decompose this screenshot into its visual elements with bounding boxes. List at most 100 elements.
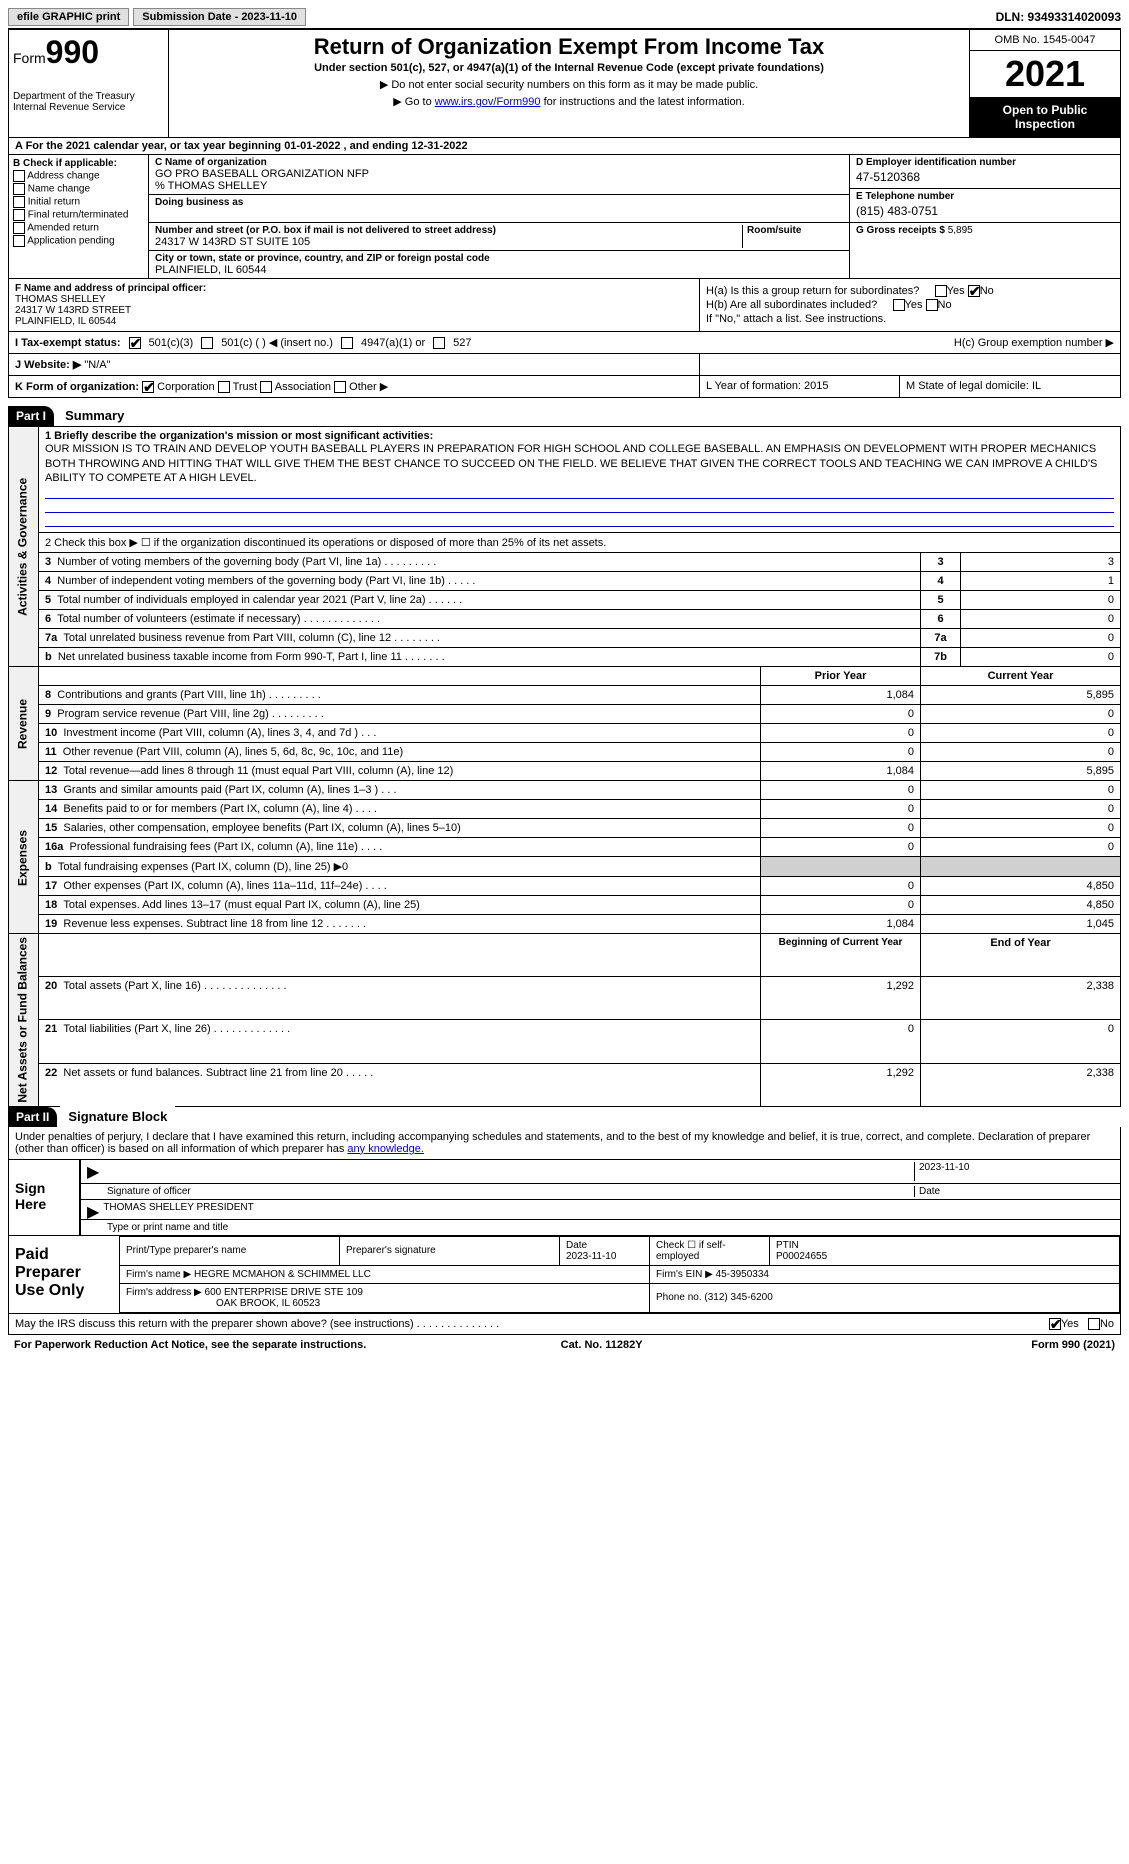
knowledge-link[interactable]: any knowledge. [347,1143,423,1155]
arrow-icon-2: ▶ [87,1202,99,1217]
arrow-icon: ▶ [87,1162,99,1181]
tax-year: 2021 [970,51,1120,97]
side-revenue: Revenue [9,667,39,781]
chk-initial: Initial return [13,196,144,208]
tax-status-label: I Tax-exempt status: [15,337,121,349]
discuss-q: May the IRS discuss this return with the… [15,1318,499,1330]
firm-ein-label: Firm's EIN ▶ [656,1269,713,1280]
footer-right: Form 990 (2021) [1031,1339,1115,1351]
city-label: City or town, state or province, country… [155,253,843,264]
dba-val [155,208,843,220]
sig-officer-label: Signature of officer [87,1186,914,1197]
firm-name: HEGRE MCMAHON & SCHIMMEL LLC [194,1269,371,1280]
note2-pre: ▶ Go to [393,96,434,108]
form-title: Return of Organization Exempt From Incom… [173,34,965,60]
col-b-title: B Check if applicable: [13,158,144,169]
gov-row-3: 3 Number of voting members of the govern… [9,553,1121,572]
end-year-hdr: End of Year [921,934,1121,977]
submission-date-button[interactable]: Submission Date - 2023-11-10 [133,8,306,26]
ha-yes[interactable] [935,285,947,297]
phone-label: E Telephone number [856,191,1114,202]
irs-link[interactable]: www.irs.gov/Form990 [435,96,541,108]
signer-name-label: Type or print name and title [87,1222,228,1233]
chk-501c[interactable] [201,337,213,349]
chk-assoc[interactable] [260,381,272,393]
header-mid: Return of Organization Exempt From Incom… [169,30,970,137]
part2-hdr: Part II [8,1107,57,1127]
sign-block: Sign Here ▶ 2023-11-10 Signature of offi… [8,1160,1121,1236]
line1-label: 1 Briefly describe the organization's mi… [45,430,1114,442]
year-formation: L Year of formation: 2015 [700,376,900,397]
chk-other[interactable] [334,381,346,393]
net-row-22: 22 Net assets or fund balances. Subtract… [9,1063,1121,1106]
chk-corp[interactable] [142,381,154,393]
exp-row-15: 15 Salaries, other compensation, employe… [9,819,1121,838]
chk-pending: Application pending [13,235,144,247]
row-j: J Website: ▶ "N/A" [8,354,1121,376]
org-name-label: C Name of organization [155,157,843,168]
chk-name: Name change [13,183,144,195]
officer-name: THOMAS SHELLEY [15,294,693,305]
exp-row-16a: 16a Professional fundraising fees (Part … [9,838,1121,857]
org-name: GO PRO BASEBALL ORGANIZATION NFP [155,168,843,180]
exp-row-14: 14 Benefits paid to or for members (Part… [9,800,1121,819]
mission-ul1 [45,487,1114,499]
form-prefix: Form [13,50,46,66]
chk-trust[interactable] [218,381,230,393]
gov-row-6: 6 Total number of volunteers (estimate i… [9,610,1121,629]
part1-hdr: Part I [8,406,54,426]
firm-ein: 45-3950334 [716,1269,769,1280]
form-org-label: K Form of organization: [15,381,139,393]
ha-no[interactable] [968,285,980,297]
header: Form990 Department of the Treasury Inter… [8,29,1121,138]
website-val: "N/A" [84,359,110,371]
officer-addr1: 24317 W 143RD STREET [15,305,693,316]
discuss-no[interactable] [1088,1318,1100,1330]
current-year-hdr: Current Year [921,667,1121,686]
firm-phone: (312) 345-6200 [704,1292,772,1303]
preparer-block: Paid Preparer Use Only Print/Type prepar… [8,1236,1121,1314]
col-d: D Employer identification number 47-5120… [850,155,1120,278]
sig-declaration: Under penalties of perjury, I declare th… [8,1127,1121,1160]
chk-527[interactable] [433,337,445,349]
prep-h1: Print/Type preparer's name [120,1236,340,1265]
section-f: F Name and address of principal officer:… [8,279,1121,332]
hb-yes[interactable] [893,299,905,311]
dln-label: DLN: 93493314020093 [996,10,1121,24]
irs-label: Internal Revenue Service [13,102,164,113]
firm-label: Firm's name ▶ [126,1269,191,1280]
form-note1: ▶ Do not enter social security numbers o… [173,78,965,91]
mission-text: OUR MISSION IS TO TRAIN AND DEVELOP YOUT… [45,442,1114,485]
sign-date: 2023-11-10 [914,1162,1114,1181]
col-c: C Name of organization GO PRO BASEBALL O… [149,155,850,278]
firm-addr2: OAK BROOK, IL 60523 [126,1298,320,1309]
phone-val: (815) 483-0751 [856,202,1114,220]
side-netassets: Net Assets or Fund Balances [9,934,39,1107]
city-val: PLAINFIELD, IL 60544 [155,264,843,276]
col-h: H(a) Is this a group return for subordin… [700,279,1120,331]
ein-label: D Employer identification number [856,157,1114,168]
hc-label: H(c) Group exemption number ▶ [954,336,1114,349]
sign-date-label: Date [914,1186,1114,1197]
exp-row-18: 18 Total expenses. Add lines 13–17 (must… [9,896,1121,915]
gov-row-5: 5 Total number of individuals employed i… [9,591,1121,610]
chk-501c3[interactable] [129,337,141,349]
side-expenses: Expenses [9,781,39,934]
rev-row-10: 10 Investment income (Part VIII, column … [9,724,1121,743]
chk-amended: Amended return [13,222,144,234]
row-i: I Tax-exempt status: 501(c)(3) 501(c) ( … [8,332,1121,354]
net-row-20: 20 Total assets (Part X, line 16) . . . … [9,977,1121,1020]
final-row: May the IRS discuss this return with the… [8,1314,1121,1335]
hb-label: H(b) Are all subordinates included? [706,299,877,311]
summary-table: Activities & Governance 1 Briefly descri… [8,426,1121,1107]
rev-row-12: 12 Total revenue—add lines 8 through 11 … [9,762,1121,781]
rev-row-11: 11 Other revenue (Part VIII, column (A),… [9,743,1121,762]
dept-treasury: Department of the Treasury [13,91,164,102]
chk-4947[interactable] [341,337,353,349]
rev-row-8: 8 Contributions and grants (Part VIII, l… [9,686,1121,705]
state-domicile: M State of legal domicile: IL [900,376,1120,397]
discuss-yes[interactable] [1049,1318,1061,1330]
efile-print-button[interactable]: efile GRAPHIC print [8,8,129,26]
room-label: Room/suite [747,225,843,236]
hb-no[interactable] [926,299,938,311]
